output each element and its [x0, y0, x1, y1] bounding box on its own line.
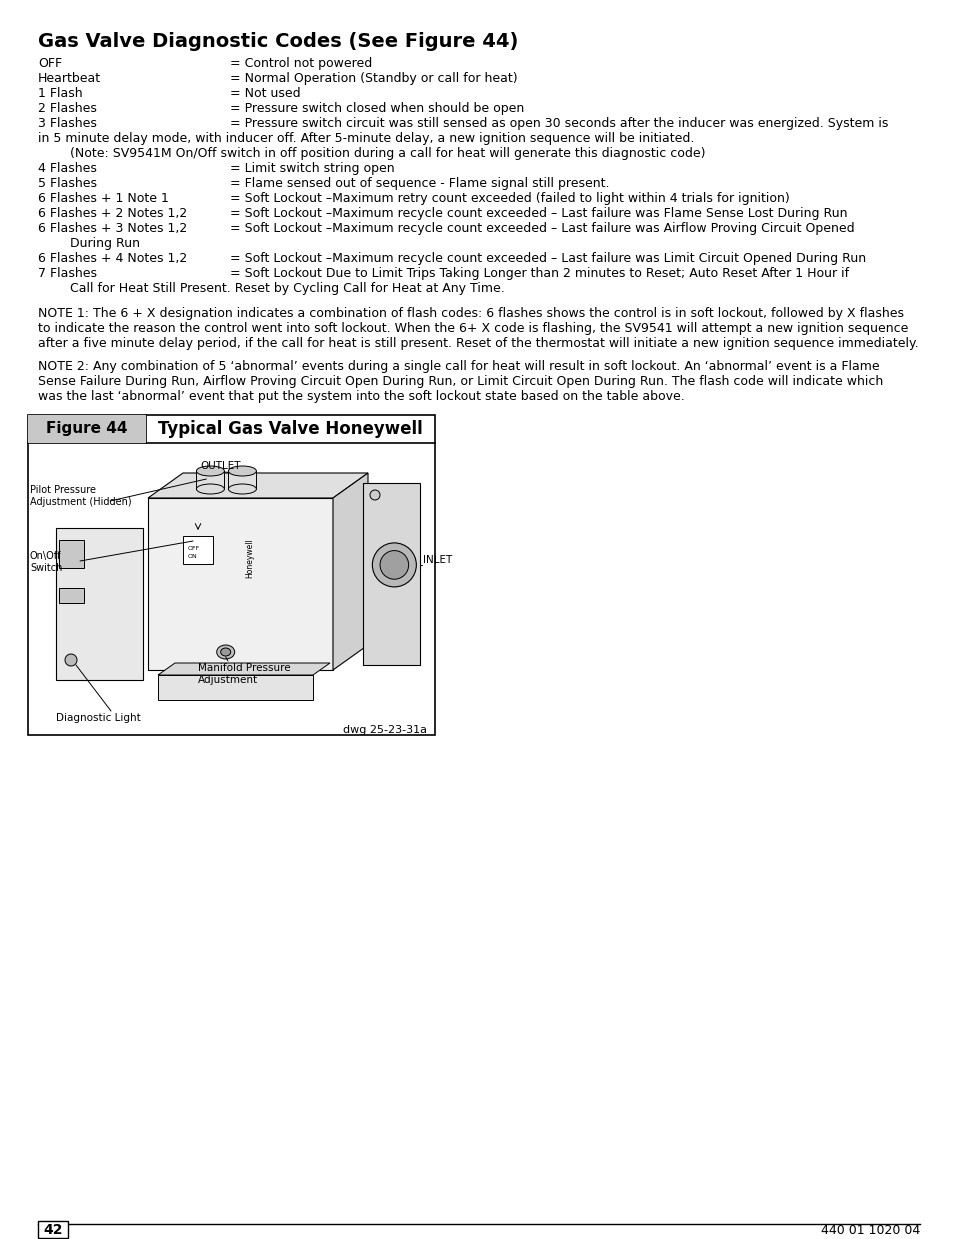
Text: On\Off: On\Off — [30, 551, 61, 561]
Text: Figure 44: Figure 44 — [46, 421, 128, 436]
Polygon shape — [158, 663, 330, 675]
Text: Heartbeat: Heartbeat — [38, 72, 101, 85]
Polygon shape — [148, 473, 368, 498]
Text: = Soft Lockout Due to Limit Trips Taking Longer than 2 minutes to Reset; Auto Re: = Soft Lockout Due to Limit Trips Taking… — [230, 266, 848, 280]
Text: 1 Flash: 1 Flash — [38, 87, 83, 100]
Text: 5 Flashes: 5 Flashes — [38, 177, 97, 190]
Text: Switch: Switch — [30, 563, 62, 572]
Text: = Flame sensed out of sequence - Flame signal still present.: = Flame sensed out of sequence - Flame s… — [230, 177, 609, 190]
Text: to indicate the reason the control went into soft lockout. When the 6+ X code is: to indicate the reason the control went … — [38, 322, 907, 335]
Text: (Note: SV9541M On/Off switch in off position during a call for heat will generat: (Note: SV9541M On/Off switch in off posi… — [38, 147, 705, 160]
Text: ON: ON — [188, 554, 197, 559]
Text: 440 01 1020 04: 440 01 1020 04 — [820, 1223, 919, 1237]
Text: 3 Flashes: 3 Flashes — [38, 116, 97, 130]
Text: 6 Flashes + 1 Note 1: 6 Flashes + 1 Note 1 — [38, 192, 181, 204]
Bar — [158, 675, 313, 700]
Text: Typical Gas Valve Honeywell: Typical Gas Valve Honeywell — [158, 420, 422, 439]
Text: 2 Flashes: 2 Flashes — [38, 102, 97, 115]
Text: = Soft Lockout –Maximum recycle count exceeded – Last failure was Airflow Provin: = Soft Lockout –Maximum recycle count ex… — [230, 222, 854, 235]
Text: = Pressure switch circuit was still sensed as open 30 seconds after the inducer : = Pressure switch circuit was still sens… — [230, 116, 887, 130]
Bar — [56, 528, 143, 680]
Text: dwg 25-23-31a: dwg 25-23-31a — [343, 725, 427, 735]
Text: OFF: OFF — [188, 546, 200, 551]
Ellipse shape — [216, 646, 234, 659]
Text: OFF: OFF — [38, 57, 62, 69]
Text: Call for Heat Still Present. Reset by Cycling Call for Heat at Any Time.: Call for Heat Still Present. Reset by Cy… — [38, 282, 504, 295]
Bar — [196, 471, 224, 489]
Ellipse shape — [196, 466, 224, 476]
Text: 7 Flashes: 7 Flashes — [38, 266, 97, 280]
Text: = Soft Lockout –Maximum retry count exceeded (failed to light within 4 trials fo: = Soft Lockout –Maximum retry count exce… — [230, 192, 789, 204]
Text: = Soft Lockout –Maximum recycle count exceeded – Last failure was Flame Sense Lo: = Soft Lockout –Maximum recycle count ex… — [230, 207, 846, 221]
Text: = Soft Lockout –Maximum recycle count exceeded – Last failure was Limit Circuit : = Soft Lockout –Maximum recycle count ex… — [230, 252, 865, 265]
Bar — [228, 471, 256, 489]
Text: 6 Flashes + 2 Notes 1,2: 6 Flashes + 2 Notes 1,2 — [38, 207, 187, 221]
Bar — [183, 536, 213, 564]
Text: Adjustment: Adjustment — [198, 675, 258, 685]
Text: Pilot Pressure: Pilot Pressure — [30, 484, 96, 496]
Text: = Limit switch string open: = Limit switch string open — [230, 162, 395, 175]
Ellipse shape — [372, 543, 416, 587]
Text: Honeywell: Honeywell — [245, 538, 254, 579]
Text: was the last ‘abnormal’ event that put the system into the soft lockout state ba: was the last ‘abnormal’ event that put t… — [38, 390, 684, 403]
Text: OUTLET: OUTLET — [200, 461, 240, 471]
Ellipse shape — [379, 550, 408, 579]
Ellipse shape — [228, 484, 256, 494]
Text: During Run: During Run — [38, 237, 140, 250]
Text: after a five minute delay period, if the call for heat is still present. Reset o: after a five minute delay period, if the… — [38, 337, 918, 349]
Ellipse shape — [228, 466, 256, 476]
Text: = Normal Operation (Standby or call for heat): = Normal Operation (Standby or call for … — [230, 72, 517, 85]
Bar — [38, 1220, 68, 1238]
Text: INLET: INLET — [422, 555, 452, 565]
Bar — [28, 415, 146, 444]
Text: Adjustment (Hidden): Adjustment (Hidden) — [30, 497, 132, 507]
Text: = Not used: = Not used — [230, 87, 300, 100]
Text: 42: 42 — [43, 1223, 63, 1237]
Text: 6 Flashes + 4 Notes 1,2: 6 Flashes + 4 Notes 1,2 — [38, 252, 187, 265]
Text: Diagnostic Light: Diagnostic Light — [56, 712, 141, 724]
Text: = Pressure switch closed when should be open: = Pressure switch closed when should be … — [230, 102, 524, 115]
Ellipse shape — [196, 484, 224, 494]
Text: NOTE 1: The 6 + X designation indicates a combination of flash codes: 6 flashes : NOTE 1: The 6 + X designation indicates … — [38, 307, 903, 320]
Text: 6 Flashes + 3 Notes 1,2: 6 Flashes + 3 Notes 1,2 — [38, 222, 187, 235]
Bar — [363, 483, 419, 665]
Ellipse shape — [65, 654, 77, 667]
Text: 4 Flashes: 4 Flashes — [38, 162, 97, 175]
Text: Sense Failure During Run, Airflow Proving Circuit Open During Run, or Limit Circ: Sense Failure During Run, Airflow Provin… — [38, 375, 882, 388]
Bar — [28, 415, 435, 735]
Text: NOTE 2: Any combination of 5 ‘abnormal’ events during a single call for heat wil: NOTE 2: Any combination of 5 ‘abnormal’ … — [38, 361, 879, 373]
Text: = Control not powered: = Control not powered — [230, 57, 372, 69]
Polygon shape — [333, 473, 368, 670]
Ellipse shape — [370, 489, 379, 501]
Bar — [59, 589, 84, 603]
Ellipse shape — [220, 648, 231, 655]
Text: Manifold Pressure: Manifold Pressure — [198, 663, 291, 673]
Bar — [59, 540, 84, 567]
Text: in 5 minute delay mode, with inducer off. After 5-minute delay, a new ignition s: in 5 minute delay mode, with inducer off… — [38, 133, 694, 145]
Bar — [148, 498, 333, 670]
Text: Gas Valve Diagnostic Codes (See Figure 44): Gas Valve Diagnostic Codes (See Figure 4… — [38, 32, 517, 51]
